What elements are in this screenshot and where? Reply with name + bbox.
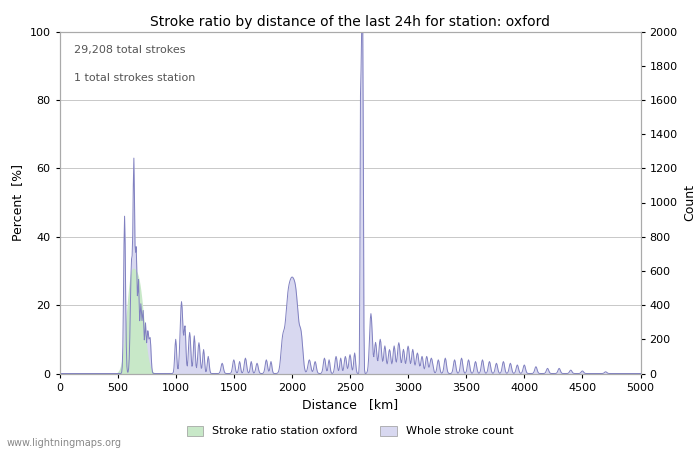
Text: 1 total strokes station: 1 total strokes station [74, 72, 195, 82]
Legend: Stroke ratio station oxford, Whole stroke count: Stroke ratio station oxford, Whole strok… [187, 426, 513, 436]
Text: 29,208 total strokes: 29,208 total strokes [74, 45, 186, 55]
X-axis label: Distance   [km]: Distance [km] [302, 398, 398, 411]
Text: www.lightningmaps.org: www.lightningmaps.org [7, 438, 122, 448]
Y-axis label: Count: Count [683, 184, 696, 221]
Y-axis label: Percent  [%]: Percent [%] [11, 164, 24, 241]
Title: Stroke ratio by distance of the last 24h for station: oxford: Stroke ratio by distance of the last 24h… [150, 15, 550, 29]
